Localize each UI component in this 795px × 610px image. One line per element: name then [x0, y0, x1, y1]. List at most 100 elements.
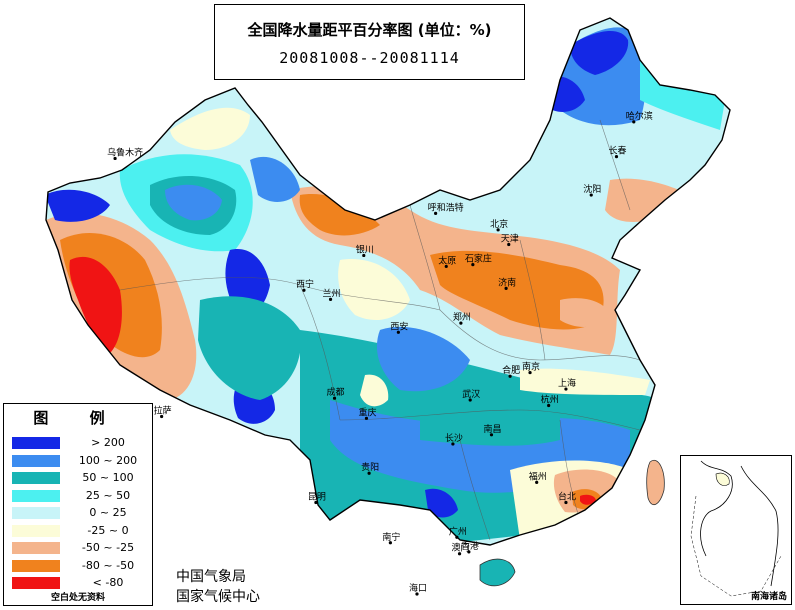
city-name: 长春 — [608, 145, 626, 157]
city-dot — [589, 193, 593, 197]
city-name: 海口 — [409, 582, 427, 594]
city-marker: 杭州 — [541, 394, 559, 408]
legend-item: 100 ~ 200 — [12, 454, 150, 469]
legend-swatch — [12, 524, 60, 537]
city-marker: 重庆 — [358, 406, 376, 420]
city-marker: 西安 — [390, 320, 408, 334]
city-name: 郑州 — [453, 311, 471, 323]
city-dot — [362, 253, 366, 258]
city-dot — [489, 433, 494, 437]
city-marker: 济南 — [498, 276, 516, 290]
city-name: 台北 — [558, 491, 576, 503]
city-name: 福州 — [529, 470, 547, 482]
city-dot — [451, 442, 455, 446]
inset-map — [690, 460, 782, 597]
city-dot — [302, 288, 306, 292]
city-dot — [314, 500, 318, 505]
city-dot — [468, 398, 472, 402]
city-name: 广州 — [449, 525, 467, 537]
city-marker: 昆明 — [308, 492, 326, 505]
city-marker: 贵阳 — [361, 461, 379, 475]
city-name: 太原 — [438, 254, 456, 266]
city-dot — [367, 471, 371, 475]
city-marker: 台北 — [558, 491, 576, 505]
city-dot — [113, 156, 117, 161]
city-name: 兰州 — [323, 287, 341, 299]
city-dot — [507, 242, 511, 247]
city-marker: 香港 — [461, 540, 479, 554]
city-dot — [434, 211, 438, 215]
city-dot — [444, 264, 448, 269]
legend-swatch — [12, 507, 60, 519]
legend-item: 25 ~ 50 — [12, 489, 150, 504]
inset-label: 南海诸岛 — [750, 592, 787, 602]
city-name: 南宁 — [382, 531, 400, 543]
city-dot — [504, 286, 508, 290]
city-marker: 福州 — [529, 470, 547, 484]
city-marker: 兰州 — [323, 287, 341, 301]
city-dot — [547, 403, 551, 408]
city-name: 乌鲁木齐 — [107, 146, 143, 158]
legend-item: > 200 — [12, 436, 150, 451]
city-name: 西安 — [390, 320, 408, 332]
city-dot — [467, 550, 471, 554]
city-marker: 南京 — [522, 361, 540, 375]
city-marker: 上海 — [558, 377, 576, 391]
city-marker: 天津 — [501, 233, 519, 247]
legend-item: -80 ~ -50 — [12, 559, 150, 574]
city-dot — [457, 552, 462, 556]
city-marker: 银川 — [356, 243, 374, 258]
city-name: 武汉 — [462, 388, 480, 400]
city-name: 南昌 — [483, 423, 501, 435]
city-dot — [332, 396, 337, 400]
legend-label: > 200 — [91, 436, 125, 449]
city-dot — [632, 120, 636, 124]
hainan-island — [479, 558, 516, 587]
city-marker: 南昌 — [483, 423, 501, 437]
city-dot — [415, 592, 419, 596]
city-dot — [614, 155, 619, 159]
city-marker: 北京 — [490, 218, 508, 232]
city-name: 济南 — [498, 276, 516, 288]
legend-label: 50 ~ 100 — [82, 471, 134, 484]
org-cma: 中国气象局 — [176, 569, 246, 585]
date-range: 20081008--20081114 — [279, 49, 460, 67]
legend-label: -25 ~ 0 — [87, 523, 129, 537]
city-marker: 广州 — [449, 525, 467, 539]
city-marker: 武汉 — [462, 388, 480, 402]
city-name: 西宁 — [296, 278, 314, 290]
org-ncc: 国家气候中心 — [176, 589, 260, 605]
city-marker: 哈尔滨 — [626, 110, 653, 124]
city-dot — [388, 541, 392, 545]
legend-item: -25 ~ 0 — [12, 524, 150, 539]
legend-swatch — [12, 472, 60, 484]
city-marker: 长春 — [608, 145, 627, 159]
legend-label: -50 ~ -25 — [81, 541, 135, 554]
legend-item: -50 ~ -25 — [12, 541, 150, 556]
city-marker: 西宁 — [296, 278, 314, 292]
legend-swatch — [12, 542, 60, 554]
legend-swatch — [12, 454, 60, 467]
city-dot — [528, 370, 532, 375]
city-marker: 合肥 — [502, 364, 520, 378]
city-name: 天津 — [501, 233, 519, 244]
city-marker: 呼和浩特 — [428, 201, 464, 215]
legend-item: 0 ~ 25 — [12, 506, 150, 521]
city-dot — [396, 330, 400, 334]
city-name: 贵阳 — [361, 461, 379, 473]
city-name: 南京 — [522, 361, 540, 373]
city-name: 香港 — [461, 540, 479, 552]
city-name: 成都 — [327, 386, 345, 398]
city-name: 石家庄 — [465, 253, 492, 265]
city-marker: 海口 — [409, 582, 427, 596]
city-name: 呼和浩特 — [428, 201, 464, 213]
city-dot — [535, 480, 539, 484]
legend-swatch — [12, 577, 60, 589]
city-name: 哈尔滨 — [626, 110, 653, 122]
city-name: 合肥 — [502, 364, 520, 376]
legend: 图 例 > 200 100 ~ 200 50 ~ 100 25 ~ 50 0 ~ 25 -… — [3, 403, 153, 606]
city-marker: 长沙 — [445, 432, 463, 446]
legend-item: 50 ~ 100 — [12, 471, 150, 486]
city-dot — [455, 535, 459, 539]
